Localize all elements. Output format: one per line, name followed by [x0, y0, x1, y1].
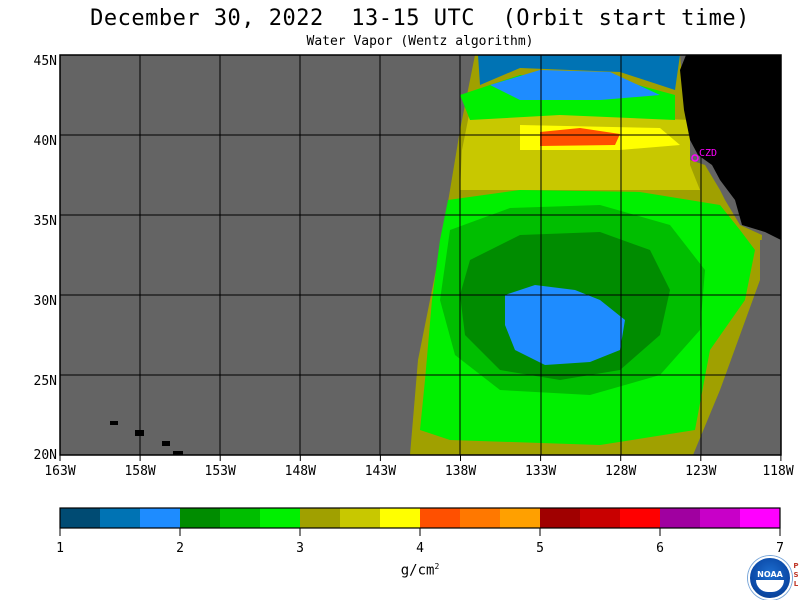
colorbar-swatch	[60, 508, 101, 528]
noaa-logo-text: NOAA	[757, 570, 783, 579]
island-3	[162, 441, 170, 446]
colorbar-swatch	[260, 508, 301, 528]
colorbar-swatch	[540, 508, 581, 528]
map-frame	[59, 54, 782, 456]
lat-label: 30N	[34, 294, 57, 309]
colorbar-swatch	[460, 508, 501, 528]
island-4	[173, 451, 183, 455]
colorbar-swatch	[100, 508, 141, 528]
colorbar-tick-label: 2	[176, 541, 184, 556]
colorbar	[59, 507, 781, 529]
colorbar-swatch	[180, 508, 221, 528]
lon-label: 128W	[605, 464, 636, 479]
graticule	[60, 55, 781, 455]
colorbar-swatch	[660, 508, 701, 528]
psl-letter: P	[793, 562, 799, 570]
noaa-logo: NOAA	[748, 556, 792, 600]
colorbar-tick-label: 3	[296, 541, 304, 556]
lon-label: 148W	[285, 464, 316, 479]
land-north-america	[680, 55, 781, 240]
map-area: CZD	[59, 54, 782, 456]
lat-label: 25N	[34, 374, 57, 389]
station-marker: CZD	[691, 148, 717, 162]
psl-letter: S	[793, 571, 799, 579]
colorbar-swatch	[700, 508, 741, 528]
colorbar-tick-label: 1	[56, 541, 64, 556]
colorbar-swatch	[140, 508, 181, 528]
colorbar-tick-label: 4	[416, 541, 424, 556]
lat-label: 35N	[34, 214, 57, 229]
map-title: December 30, 2022 13-15 UTC (Orbit start…	[90, 6, 750, 31]
psl-letter: L	[793, 580, 799, 588]
noaa-bird-icon	[756, 580, 784, 592]
colorbar-tick-label: 6	[656, 541, 664, 556]
lon-label: 143W	[365, 464, 396, 479]
island-1	[110, 421, 118, 425]
colorbar-swatch	[340, 508, 381, 528]
colorbar-swatch	[740, 508, 781, 528]
lon-label: 118W	[762, 464, 793, 479]
colorbar-swatch	[580, 508, 621, 528]
land-baja	[760, 240, 781, 455]
lon-label: 123W	[685, 464, 716, 479]
swath-blue-top	[478, 55, 680, 90]
longitude-labels: 163W 158W 153W 148W 143W 138W 133W 128W 123W 118W	[44, 464, 793, 479]
colorbar-tick-label: 7	[776, 541, 784, 556]
colorbar-swatch	[500, 508, 541, 528]
lon-label: 163W	[44, 464, 75, 479]
lat-label: 45N	[34, 54, 57, 69]
colorbar-ticks: 1 2 3 4 5 6 7	[56, 528, 784, 556]
longitude-ticks	[59, 455, 782, 461]
psl-logo: P S L	[792, 562, 800, 589]
lon-label: 158W	[124, 464, 155, 479]
station-dot	[691, 154, 699, 162]
station-label: CZD	[699, 148, 717, 159]
lat-label: 20N	[34, 448, 57, 463]
latitude-labels: 45N 40N 35N 30N 25N 20N	[34, 54, 57, 463]
lon-label: 133W	[525, 464, 556, 479]
colorbar-swatch	[380, 508, 421, 528]
colorbar-swatch	[220, 508, 261, 528]
lon-label: 138W	[445, 464, 476, 479]
map-subtitle: Water Vapor (Wentz algorithm)	[306, 34, 534, 49]
colorbar-swatch	[420, 508, 461, 528]
colorbar-swatch	[300, 508, 341, 528]
colorbar-unit: g/cm2	[400, 562, 440, 579]
colorbar-swatch	[620, 508, 661, 528]
colorbar-tick-label: 5	[536, 541, 544, 556]
swath-orange-streak	[540, 128, 620, 146]
lat-label: 40N	[34, 134, 57, 149]
lon-label: 153W	[205, 464, 236, 479]
swath-lightblue-top	[490, 70, 660, 100]
swath-blue-core	[505, 285, 625, 365]
